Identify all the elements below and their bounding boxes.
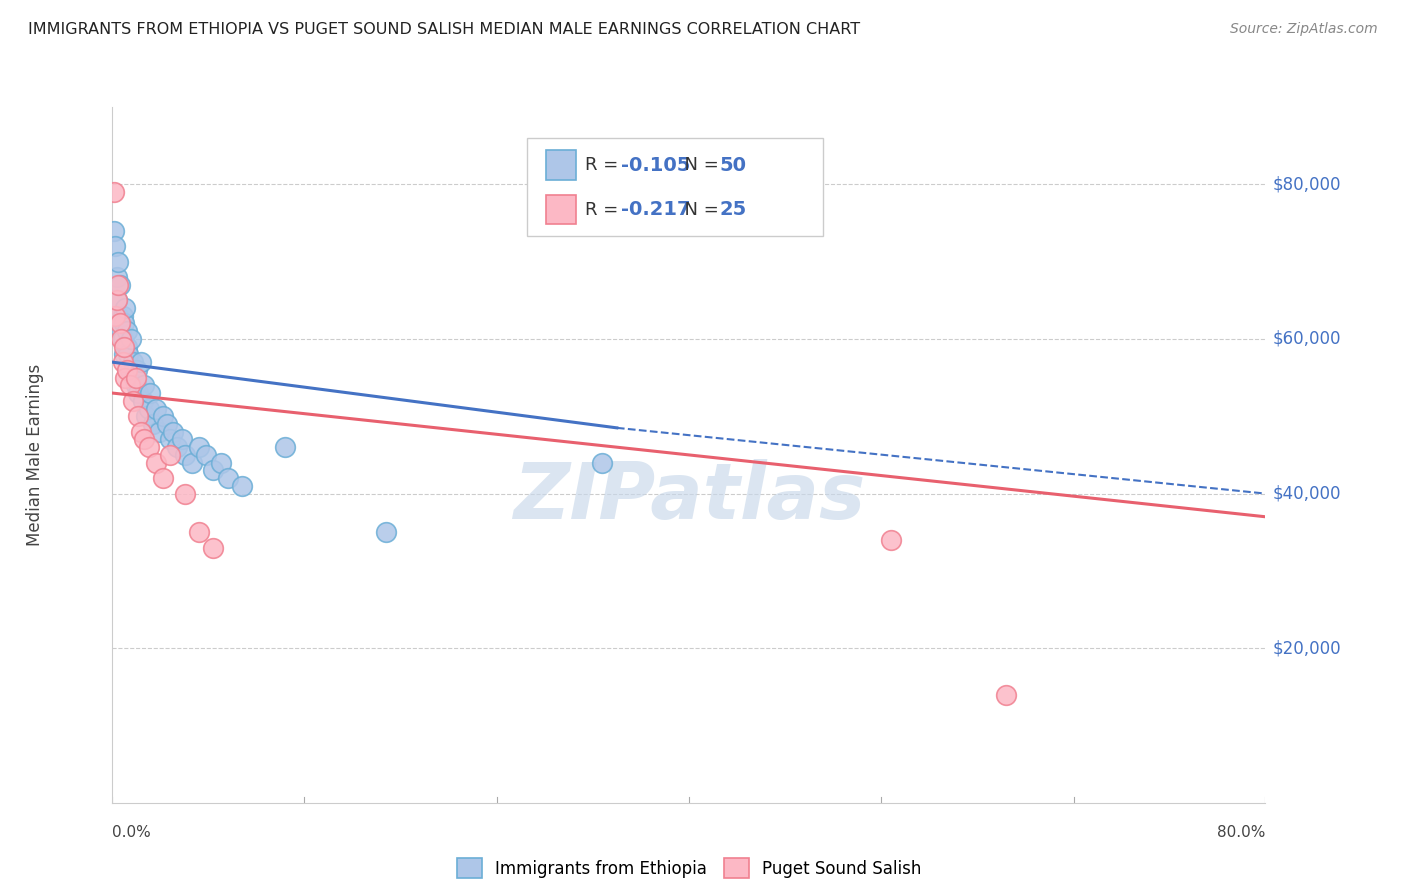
Point [112,340,135,354]
Point [103,185,125,199]
Point [202,541,225,555]
Point [118,378,141,392]
Point [135,409,157,424]
Point [121,393,143,408]
Point [111,355,134,369]
Text: $60,000: $60,000 [1272,330,1341,348]
Point [170,433,193,447]
Point [105,293,128,308]
Point [112,347,135,361]
Point [995,688,1018,702]
Text: -0.105: -0.105 [621,155,690,175]
Point [122,370,145,384]
Point [108,317,131,331]
Point [156,417,179,431]
Point [209,456,232,470]
Point [139,386,162,401]
Point [138,440,160,454]
Point [110,324,132,338]
Text: IMMIGRANTS FROM ETHIOPIA VS PUGET SOUND SALISH MEDIAN MALE EARNINGS CORRELATION : IMMIGRANTS FROM ETHIOPIA VS PUGET SOUND … [28,22,860,37]
Point [124,378,146,392]
Point [115,363,138,377]
Point [132,393,155,408]
Point [173,448,195,462]
Point [121,355,143,369]
Point [108,317,131,331]
Point [138,401,160,416]
Point [114,370,136,384]
Point [188,440,211,454]
Point [592,456,614,470]
Point [152,409,174,424]
Point [188,525,211,540]
Point [118,363,141,377]
Text: 50: 50 [720,155,747,175]
Point [148,425,170,439]
Text: N =: N = [673,156,725,174]
Point [111,309,134,323]
Point [115,324,138,338]
Point [375,525,398,540]
Point [112,317,135,331]
Point [127,409,149,424]
Point [142,417,165,431]
Point [166,440,188,454]
Point [217,471,239,485]
Text: $40,000: $40,000 [1272,484,1341,502]
Point [159,448,181,462]
Point [231,479,253,493]
Point [124,370,146,384]
Point [180,456,202,470]
Point [104,309,127,323]
Point [152,471,174,485]
Text: -0.217: -0.217 [621,200,690,219]
Point [117,347,139,361]
Point [129,355,153,369]
Point [103,224,125,238]
Text: 25: 25 [720,200,747,219]
Point [127,386,149,401]
Text: R =: R = [585,201,624,219]
Text: $20,000: $20,000 [1272,640,1341,657]
Point [104,239,127,253]
Point [111,332,134,346]
Point [202,463,225,477]
Text: ZIPatlas: ZIPatlas [513,458,865,534]
Text: R =: R = [585,156,624,174]
Text: Source: ZipAtlas.com: Source: ZipAtlas.com [1230,22,1378,37]
Point [274,440,297,454]
Point [162,425,184,439]
Point [107,309,129,323]
Point [107,277,129,292]
Text: 0.0%: 0.0% [112,825,152,840]
Text: N =: N = [673,201,725,219]
Point [125,363,148,377]
Point [134,378,156,392]
Point [105,293,128,308]
Point [110,332,132,346]
Point [120,332,142,346]
Point [107,254,129,268]
Text: $80,000: $80,000 [1272,176,1341,194]
Point [145,456,167,470]
Legend: Immigrants from Ethiopia, Puget Sound Salish: Immigrants from Ethiopia, Puget Sound Sa… [450,851,928,885]
Point [159,433,181,447]
Point [115,340,138,354]
Text: 80.0%: 80.0% [1218,825,1265,840]
Point [145,401,167,416]
Point [195,448,218,462]
Text: Median Male Earnings: Median Male Earnings [27,364,44,546]
Point [114,301,136,315]
Point [880,533,903,547]
Point [173,486,195,500]
Point [108,277,131,292]
Point [134,433,156,447]
Point [105,270,128,285]
Point [129,425,153,439]
